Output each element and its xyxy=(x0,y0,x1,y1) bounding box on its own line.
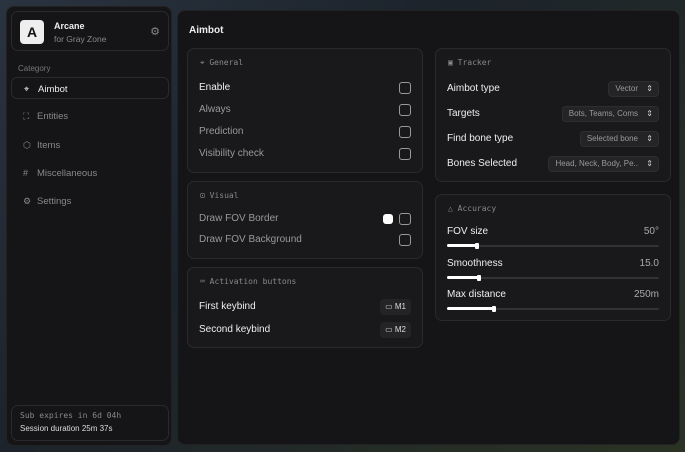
prediction-checkbox[interactable] xyxy=(399,126,411,138)
max-distance-slider[interactable] xyxy=(447,306,659,312)
fov-size-label: FOV size 50° xyxy=(447,226,659,237)
enable-checkbox[interactable] xyxy=(399,82,411,94)
app-logo: A xyxy=(20,20,44,44)
sidebar-item-label: Entities xyxy=(37,111,69,122)
sidebar-item-miscellaneous[interactable]: # Miscellaneous xyxy=(11,162,169,184)
max-distance-value: 250m xyxy=(633,289,659,300)
sidebar-item-settings[interactable]: ⚙ Settings xyxy=(11,190,169,212)
accuracy-card: △ Accuracy FOV size 50° Smoothness 15.0 Ma… xyxy=(435,194,671,321)
fov-size-value: 50° xyxy=(643,226,659,237)
page-title: Aimbot xyxy=(189,25,224,36)
always-row[interactable]: Always xyxy=(199,102,411,118)
chart-icon: ▣ xyxy=(448,58,458,67)
app-subtitle: for Gray Zone xyxy=(54,34,107,44)
general-card: ⌖ General Enable Always Prediction Visib… xyxy=(187,48,423,173)
subscription-card: Sub expires in 6d 04h Session duration 2… xyxy=(11,405,169,441)
find-bone-type-select[interactable]: Selected bone ⇕ xyxy=(579,131,659,147)
draw-fov-background-row[interactable]: Draw FOV Background xyxy=(199,232,411,248)
second-keybind-row: Second keybind ▭ M2 xyxy=(199,322,411,338)
aimbot-type-select[interactable]: Vector ⇕ xyxy=(608,81,659,97)
brand-card: A Arcane for Gray Zone ⚙ xyxy=(11,11,169,51)
chevron-updown-icon: ⇕ xyxy=(646,84,653,93)
bones-selected-select[interactable]: Head, Neck, Body, Pe.. ⇕ xyxy=(548,156,659,172)
tracker-card: ▣ Tracker Aimbot type Vector ⇕ Targets Bots… xyxy=(435,48,671,182)
visibility-check-checkbox[interactable] xyxy=(399,148,411,160)
chevron-updown-icon: ⇕ xyxy=(646,109,653,118)
activation-card: ⌨ Activation buttons First keybind ▭ M1 S… xyxy=(187,267,423,348)
fov-size-slider[interactable] xyxy=(447,243,659,249)
keyboard-icon: ▭ xyxy=(385,325,395,334)
find-bone-type-row: Find bone type Selected bone ⇕ xyxy=(447,131,659,147)
visual-icon: ⊡ xyxy=(200,191,210,200)
draw-fov-border-checkbox[interactable] xyxy=(399,213,411,225)
visibility-check-row[interactable]: Visibility check xyxy=(199,146,411,162)
targets-row: Targets Bots, Teams, Coms ⇕ xyxy=(447,106,659,122)
slider-fill xyxy=(447,307,494,310)
slider-fill xyxy=(447,244,477,247)
aimbot-type-row: Aimbot type Vector ⇕ xyxy=(447,81,659,97)
hash-icon: # xyxy=(23,168,29,178)
box-icon: ⬡ xyxy=(23,140,31,150)
targets-select[interactable]: Bots, Teams, Coms ⇕ xyxy=(561,106,659,122)
slider-handle[interactable] xyxy=(491,306,496,312)
triangle-icon: △ xyxy=(448,204,458,213)
category-label: Category xyxy=(18,64,51,73)
sidebar-item-label: Items xyxy=(37,140,61,151)
settings-gear-icon[interactable]: ⚙ xyxy=(150,26,160,38)
max-distance-label: Max distance 250m xyxy=(447,289,659,300)
keyboard-icon: ⌨ xyxy=(200,277,210,286)
crosshair-icon: ⌖ xyxy=(24,84,30,94)
sidebar-item-items[interactable]: ⬡ Items xyxy=(11,134,169,156)
first-keybind-row: First keybind ▭ M1 xyxy=(199,299,411,315)
always-checkbox[interactable] xyxy=(399,104,411,116)
draw-fov-border-row[interactable]: Draw FOV Border xyxy=(199,211,411,227)
general-title: ⌖ General xyxy=(200,58,244,67)
first-keybind-button[interactable]: ▭ M1 xyxy=(380,299,411,315)
keyboard-icon: ▭ xyxy=(385,302,395,311)
activation-title: ⌨ Activation buttons xyxy=(200,277,297,286)
visual-card: ⊡ Visual Draw FOV Border Draw FOV Backgr… xyxy=(187,181,423,259)
crosshair-icon: ⌖ xyxy=(200,58,210,67)
bones-selected-row: Bones Selected Head, Neck, Body, Pe.. ⇕ xyxy=(447,156,659,172)
main-panel: Aimbot ⌖ General Enable Always Predictio… xyxy=(177,10,680,445)
sidebar-item-label: Miscellaneous xyxy=(37,168,98,179)
second-keybind-button[interactable]: ▭ M2 xyxy=(380,322,411,338)
draw-fov-background-checkbox[interactable] xyxy=(399,234,411,246)
enable-row[interactable]: Enable xyxy=(199,80,411,96)
tracker-title: ▣ Tracker xyxy=(448,58,492,67)
sidebar-item-entities[interactable]: ⛶ Entities xyxy=(11,105,169,127)
chevron-updown-icon: ⇕ xyxy=(646,159,653,168)
sidebar: A Arcane for Gray Zone ⚙ Category ⌖ Aimbo… xyxy=(6,6,172,446)
prediction-row[interactable]: Prediction xyxy=(199,124,411,140)
smoothness-slider[interactable] xyxy=(447,275,659,281)
smoothness-value: 15.0 xyxy=(639,258,659,269)
sidebar-item-label: Aimbot xyxy=(38,84,68,95)
accuracy-title: △ Accuracy xyxy=(448,204,497,213)
sidebar-item-label: Settings xyxy=(37,196,72,207)
entities-icon: ⛶ xyxy=(23,111,30,121)
slider-handle[interactable] xyxy=(476,275,481,281)
app-name: Arcane xyxy=(54,21,85,31)
smoothness-label: Smoothness 15.0 xyxy=(447,258,659,269)
slider-handle[interactable] xyxy=(474,243,479,249)
session-duration: Session duration 25m 37s xyxy=(20,424,113,433)
chevron-updown-icon: ⇕ xyxy=(646,134,653,143)
slider-fill xyxy=(447,276,479,279)
sidebar-item-aimbot[interactable]: ⌖ Aimbot xyxy=(11,77,169,99)
color-swatch[interactable] xyxy=(383,214,393,224)
gear-icon: ⚙ xyxy=(23,196,32,206)
sub-expires: Sub expires in 6d 04h xyxy=(20,411,122,420)
visual-title: ⊡ Visual xyxy=(200,191,239,200)
